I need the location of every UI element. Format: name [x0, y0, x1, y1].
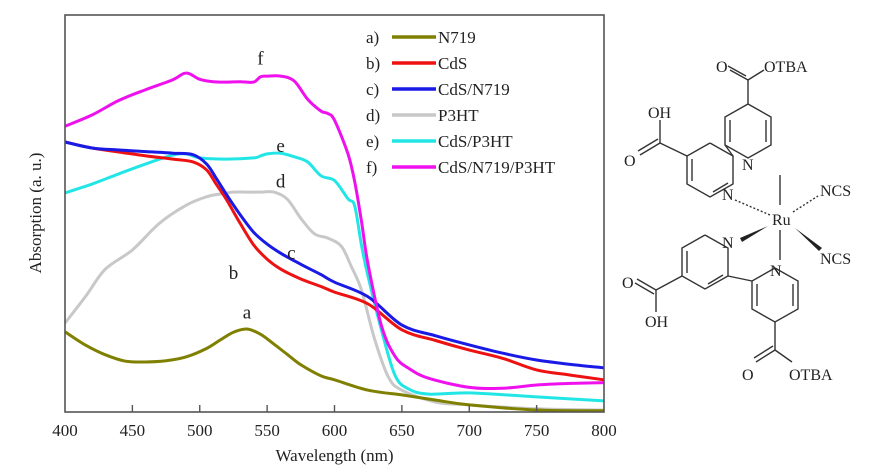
x-axis-title: Wavelength (nm)	[275, 446, 393, 465]
legend-label: CdS/N719/P3HT	[438, 158, 556, 177]
x-tick-label: 550	[254, 421, 280, 440]
plot-area: ab c de f 400 450 500 550 600 650 700 750 800	[52, 14, 617, 440]
legend-prefix: d)	[366, 106, 380, 125]
oxygen-label: O	[624, 153, 636, 170]
legend-entry-e: e) CdS/P3HT	[366, 132, 513, 151]
series-line-c	[64, 140, 605, 370]
nitrogen-label: N	[722, 187, 734, 204]
bond	[636, 278, 657, 291]
legend-label: CdS	[438, 54, 467, 73]
oh-label: OH	[645, 314, 669, 331]
legend-prefix: a)	[366, 28, 379, 47]
otba-label: OTBA	[789, 367, 833, 384]
legend: a) N719 b) CdS c) CdS/N719 d) P3HT e) CdS/P3HT f) C…	[366, 28, 556, 177]
oxygen-label: O	[716, 59, 728, 76]
legend-label: P3HT	[438, 106, 479, 125]
legend-entry-a: a) N719	[366, 28, 476, 47]
legend-label: CdS/N719	[438, 80, 510, 99]
bipyridine-bond	[724, 144, 734, 157]
bond	[755, 349, 776, 363]
bond	[774, 349, 793, 363]
series-layer	[63, 71, 605, 413]
bond	[655, 275, 683, 291]
bond	[727, 65, 747, 77]
plot-frame	[64, 14, 605, 413]
curve-label-b: b	[229, 263, 239, 284]
oxygen-label: O	[742, 367, 754, 384]
x-tick-label: 400	[52, 421, 78, 440]
bipyridine-bond	[727, 275, 753, 282]
ru-n-wedge-bond	[740, 226, 768, 242]
curve-labels: ab c de f	[229, 49, 296, 324]
x-tick-label: 800	[591, 421, 617, 440]
bond	[753, 345, 774, 359]
x-tick-label: 750	[524, 421, 550, 440]
nitrogen-label: N	[770, 263, 782, 280]
legend-entry-b: b) CdS	[366, 54, 467, 73]
bond	[659, 142, 688, 157]
ncs-label: NCS	[820, 183, 851, 200]
pyridine-ring-top-right	[724, 103, 772, 159]
nitrogen-label: N	[742, 157, 754, 174]
oxygen-label: O	[622, 275, 634, 292]
bond	[639, 142, 661, 156]
n719-molecule-structure: O OTBA OH O N N Ru NCS NCS	[622, 59, 851, 384]
curve-label-e: e	[276, 136, 284, 157]
x-tick-label: 700	[457, 421, 483, 440]
x-axis-ticks: 400 450 500 550 600 650 700 750 800	[52, 405, 617, 440]
legend-prefix: f)	[366, 158, 377, 177]
bond	[637, 138, 659, 152]
y-axis-title: Absorption (a. u.)	[26, 153, 45, 274]
series-line-a	[64, 327, 605, 413]
ru-n-hashed-bond	[734, 199, 771, 216]
x-tick-label: 600	[322, 421, 348, 440]
series-line-b	[64, 140, 605, 382]
bond	[634, 282, 655, 295]
series-line-e	[64, 151, 605, 403]
curve-label-d: d	[276, 172, 286, 193]
oh-label: OH	[648, 105, 672, 122]
series-line-f	[64, 71, 605, 391]
legend-prefix: b)	[366, 54, 380, 73]
x-tick-label: 500	[187, 421, 213, 440]
legend-prefix: e)	[366, 132, 379, 151]
legend-entry-d: d) P3HT	[366, 106, 479, 125]
legend-label: N719	[438, 28, 476, 47]
bond	[747, 69, 765, 81]
curve-label-c: c	[287, 243, 295, 264]
ruthenium-label: Ru	[772, 212, 791, 229]
curve-label-a: a	[243, 303, 252, 324]
ru-ncs-wedge-bond	[795, 228, 822, 251]
legend-entry-f: f) CdS/N719/P3HT	[366, 158, 556, 177]
x-tick-label: 450	[120, 421, 146, 440]
curve-label-f: f	[257, 49, 264, 70]
nitrogen-label: N	[722, 235, 734, 252]
pyridine-ring-bottom-left	[681, 234, 729, 290]
series-line-d	[63, 190, 605, 412]
legend-prefix: c)	[366, 80, 379, 99]
ncs-label: NCS	[820, 251, 851, 268]
otba-label: OTBA	[764, 59, 808, 76]
legend-label: CdS/P3HT	[438, 132, 513, 151]
bond	[729, 69, 749, 81]
ru-ncs-hashed-bond	[792, 195, 819, 213]
legend-entry-c: c) CdS/N719	[366, 80, 510, 99]
x-tick-label: 650	[389, 421, 415, 440]
